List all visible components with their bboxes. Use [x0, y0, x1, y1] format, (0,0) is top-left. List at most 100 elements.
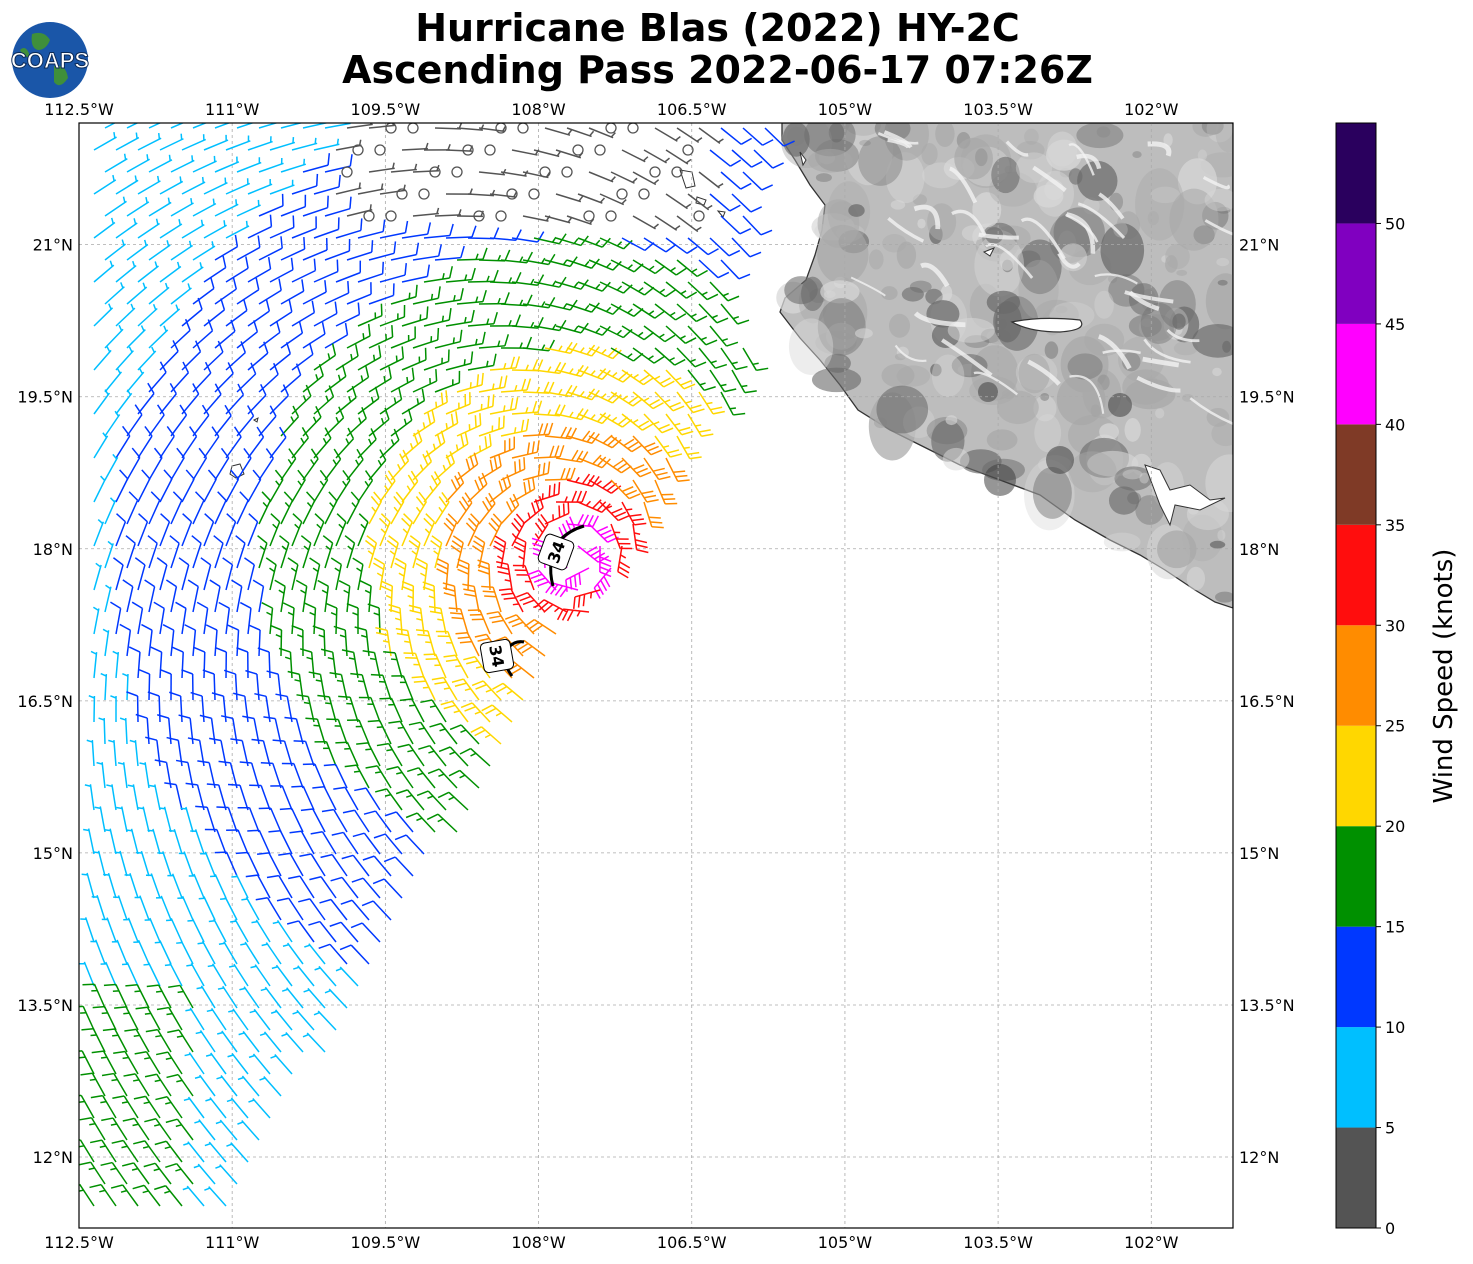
lon-tick-label: 111°W	[205, 100, 260, 119]
wind-barb	[302, 322, 326, 349]
wind-barb	[148, 282, 170, 305]
wind-barb	[104, 584, 112, 613]
wind-barb	[478, 249, 511, 262]
wind-barb	[357, 428, 377, 459]
terrain-ridge	[985, 243, 1034, 279]
terrain-patch	[1018, 353, 1050, 394]
wind-barb	[269, 342, 292, 371]
wind-barb	[236, 199, 261, 217]
terrain-ridge	[1102, 349, 1141, 355]
wind-barb	[423, 308, 452, 327]
terrain-ridge	[1189, 397, 1233, 426]
wind-barb	[214, 851, 238, 877]
wind-barb	[83, 828, 95, 855]
wind-barb	[137, 218, 160, 239]
wind-barb	[378, 513, 391, 547]
wind-barb	[379, 697, 403, 723]
wind-barb	[132, 1184, 161, 1207]
wind-barb	[357, 345, 382, 371]
wind-barb	[709, 369, 737, 393]
terrain-patch	[848, 204, 865, 217]
wind-barb	[180, 806, 194, 833]
wind-barb	[236, 320, 259, 349]
colorbar-tick-label: 40	[1385, 415, 1405, 434]
wind-barb	[504, 614, 535, 635]
terrain-patch	[1100, 223, 1145, 278]
wind-barb	[170, 491, 183, 525]
terrain-ridge	[973, 371, 1018, 396]
wind-barb	[145, 1028, 172, 1053]
wind-barb	[665, 369, 696, 390]
wind-barb	[709, 193, 741, 212]
wind-barb	[121, 962, 139, 987]
wind-barb	[330, 876, 359, 899]
wind-barb	[258, 405, 277, 437]
wind-barb	[720, 347, 748, 371]
wind-barb	[270, 624, 283, 657]
wind-barb	[139, 762, 150, 789]
wind-barb	[496, 561, 513, 591]
wind-barb	[293, 740, 315, 767]
coaps-logo: COAPS	[10, 20, 90, 100]
wind-barb	[144, 917, 161, 943]
wind-barb	[269, 469, 284, 503]
wind-barb	[449, 724, 480, 745]
calm-marker	[605, 123, 617, 134]
wind-barb	[126, 282, 148, 305]
wind-barb	[292, 1009, 315, 1031]
wind-barb	[391, 675, 414, 701]
wind-barb	[445, 188, 473, 195]
wind-barb	[346, 323, 371, 349]
wind-barb	[577, 325, 611, 336]
wind-barb	[225, 513, 237, 547]
wind-barb	[146, 984, 172, 1009]
colorbar-tick-label: 0	[1385, 1219, 1395, 1238]
wind-barb	[126, 325, 146, 349]
wind-barb	[250, 964, 271, 987]
lat-tick-label: 21°N	[1239, 236, 1279, 255]
wind-barb	[471, 680, 502, 701]
wind-barb	[208, 918, 227, 943]
wind-barb	[156, 1006, 183, 1031]
wind-barb	[373, 833, 403, 855]
wind-barb	[203, 134, 229, 151]
wind-barb	[415, 557, 428, 591]
wind-barb	[84, 784, 95, 811]
terrain-patch	[986, 429, 1018, 451]
wind-barb	[126, 691, 139, 723]
wind-barb	[544, 384, 578, 398]
wind-barb	[324, 364, 347, 393]
terrain-patch	[888, 313, 911, 338]
wind-barb	[104, 153, 128, 173]
wind-barb	[156, 714, 172, 745]
wind-barb	[222, 557, 234, 591]
wind-barb	[100, 672, 108, 701]
terrain-patch	[1082, 197, 1100, 215]
wind-barb	[280, 237, 306, 261]
calm-marker	[561, 166, 573, 178]
wind-barb	[313, 301, 338, 327]
wind-barb	[281, 987, 304, 1009]
colorbar-bin	[1336, 424, 1376, 525]
wind-barb	[566, 473, 600, 488]
wind-barb	[357, 303, 383, 327]
wind-barb	[124, 873, 139, 899]
wind-barb	[284, 716, 304, 745]
wind-barb	[676, 127, 703, 143]
wind-barb	[544, 341, 578, 355]
wind-barb	[511, 359, 544, 372]
wind-barb	[412, 164, 440, 173]
wind-barb	[329, 672, 348, 701]
terrain-patch	[1024, 459, 1075, 531]
wind-barb	[192, 198, 217, 217]
wind-barb	[643, 457, 671, 481]
terrain-patch	[811, 367, 862, 393]
wind-barb	[687, 281, 719, 301]
terrain-ridge	[883, 130, 913, 149]
colorbar-frame	[1335, 122, 1377, 1229]
wind-barb	[331, 831, 359, 855]
wind-barb	[463, 656, 491, 679]
wind-barb	[225, 469, 240, 503]
wind-barb	[465, 513, 480, 547]
wind-barb	[338, 695, 359, 723]
